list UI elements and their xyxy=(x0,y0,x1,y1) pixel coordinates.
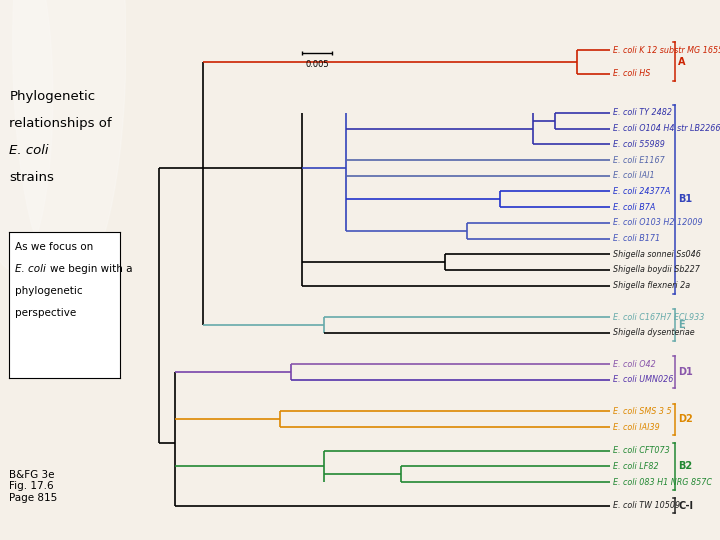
Text: Phylogenetic: Phylogenetic xyxy=(9,90,96,103)
Text: E. coli O42: E. coli O42 xyxy=(613,360,655,369)
Text: E. coli K 12 substr MG 1655: E. coli K 12 substr MG 1655 xyxy=(613,45,720,55)
Text: perspective: perspective xyxy=(15,308,76,318)
Text: E. coli TY 2482: E. coli TY 2482 xyxy=(613,109,672,117)
Text: B1: B1 xyxy=(678,194,693,204)
Circle shape xyxy=(0,0,53,270)
Text: B&FG 3e
Fig. 17.6
Page 815: B&FG 3e Fig. 17.6 Page 815 xyxy=(9,470,58,503)
Text: Shigella sonnei Ss046: Shigella sonnei Ss046 xyxy=(613,250,701,259)
Text: Shigella flexneri 2a: Shigella flexneri 2a xyxy=(613,281,690,290)
Text: relationships of: relationships of xyxy=(9,117,112,130)
Text: E. coli: E. coli xyxy=(15,264,46,274)
Text: E. coli B7A: E. coli B7A xyxy=(613,202,655,212)
Text: E. coli 24377A: E. coli 24377A xyxy=(613,187,670,196)
Text: E. coli IAI1: E. coli IAI1 xyxy=(613,171,654,180)
Text: E. coli 55989: E. coli 55989 xyxy=(613,140,665,149)
Text: Shigella boydii Sb227: Shigella boydii Sb227 xyxy=(613,266,700,274)
Text: B2: B2 xyxy=(678,461,693,471)
Text: we begin with a: we begin with a xyxy=(50,264,132,274)
Text: E. coli UMN026: E. coli UMN026 xyxy=(613,375,673,384)
Text: E. coli B171: E. coli B171 xyxy=(613,234,660,243)
Text: E. coli C167H7 ECL933: E. coli C167H7 ECL933 xyxy=(613,313,704,322)
Circle shape xyxy=(13,0,126,286)
Text: E. coli 083 H1 NRG 857C: E. coli 083 H1 NRG 857C xyxy=(613,477,712,487)
Text: E. coli E1167: E. coli E1167 xyxy=(613,156,665,165)
Text: Shigella dysenteriae: Shigella dysenteriae xyxy=(613,328,694,338)
Text: E. coli HS: E. coli HS xyxy=(613,69,650,78)
Text: strains: strains xyxy=(9,171,54,184)
Text: E. coli O103 H2 12009: E. coli O103 H2 12009 xyxy=(613,218,703,227)
Text: 0.005: 0.005 xyxy=(305,60,329,69)
Text: D2: D2 xyxy=(678,414,693,424)
Text: E. coli O104 H4 str LB226692: E. coli O104 H4 str LB226692 xyxy=(613,124,720,133)
Text: E. coli IAI39: E. coli IAI39 xyxy=(613,423,660,431)
Text: E. coli: E. coli xyxy=(9,144,49,157)
Text: E. coli CFT073: E. coli CFT073 xyxy=(613,446,670,455)
Text: E: E xyxy=(678,320,685,330)
Text: A: A xyxy=(678,57,685,67)
Text: D1: D1 xyxy=(678,367,693,377)
Text: As we focus on: As we focus on xyxy=(15,242,94,252)
Text: E. coli LF82: E. coli LF82 xyxy=(613,462,658,471)
Text: E. coli TW 10509: E. coli TW 10509 xyxy=(613,501,680,510)
Text: phylogenetic: phylogenetic xyxy=(15,286,83,296)
Text: C-I: C-I xyxy=(678,501,693,511)
Text: E. coli SMS 3 5: E. coli SMS 3 5 xyxy=(613,407,671,416)
